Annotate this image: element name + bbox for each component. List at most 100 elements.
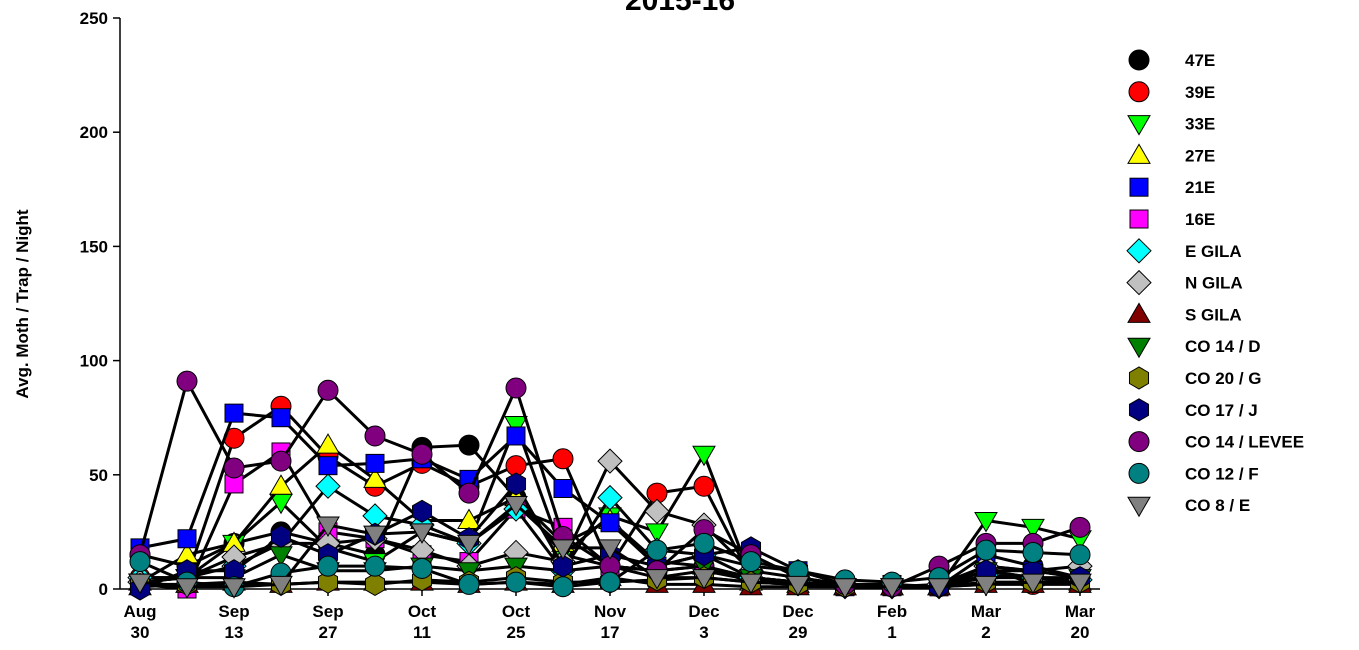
marker (645, 569, 669, 590)
marker (1127, 337, 1151, 359)
marker (316, 516, 340, 538)
marker (177, 529, 197, 549)
marker (552, 576, 574, 598)
marker (1021, 573, 1045, 595)
marker (317, 379, 339, 401)
marker (1021, 518, 1045, 540)
legend-label: 47E (1185, 51, 1215, 70)
legend-label: E GILA (1185, 242, 1242, 261)
marker (317, 570, 339, 594)
legend-label: 33E (1185, 115, 1215, 134)
marker (600, 513, 620, 533)
marker (552, 448, 574, 470)
marker (927, 578, 951, 599)
marker (365, 453, 385, 473)
marker (975, 539, 997, 561)
legend-label: S GILA (1185, 305, 1242, 324)
marker (271, 408, 291, 428)
x-tick-label: Nov 17 (594, 602, 627, 642)
marker (693, 532, 715, 554)
marker (223, 457, 245, 479)
marker (551, 539, 575, 560)
chart-title: 2015-16 (625, 0, 735, 17)
marker (222, 578, 246, 599)
legend-label: CO 14 / D (1185, 337, 1261, 356)
marker (1129, 209, 1149, 229)
marker (1127, 302, 1151, 323)
marker (224, 403, 244, 423)
marker (129, 551, 151, 573)
marker (1128, 366, 1150, 390)
y-tick-label: 50 (89, 466, 108, 485)
marker (740, 551, 762, 573)
marker (128, 573, 152, 595)
marker (364, 555, 386, 577)
marker (318, 456, 338, 476)
x-tick-label: Feb 1 (877, 602, 907, 642)
x-tick-label: Sep 27 (312, 602, 343, 642)
legend-label: 39E (1185, 83, 1215, 102)
marker (692, 569, 716, 590)
marker (880, 578, 904, 599)
marker (1068, 573, 1092, 595)
marker (692, 445, 716, 467)
x-tick-label: Sep 13 (218, 602, 249, 642)
marker (458, 573, 480, 595)
marker (270, 450, 292, 472)
x-tick-label: Oct 11 (408, 602, 437, 642)
marker (597, 448, 623, 474)
marker (364, 425, 386, 447)
marker (506, 426, 526, 446)
marker (1126, 238, 1152, 264)
x-tick-label: Dec 3 (688, 602, 719, 642)
legend-label: CO 17 / J (1185, 401, 1258, 420)
y-tick-label: 150 (80, 237, 108, 256)
marker (364, 572, 386, 597)
marker (505, 472, 527, 496)
marker (269, 474, 293, 495)
marker (597, 484, 623, 511)
marker (646, 539, 668, 561)
marker (1128, 462, 1150, 484)
marker (693, 475, 715, 497)
marker (1022, 541, 1044, 563)
marker (411, 557, 433, 579)
x-tick-label: Oct 25 (502, 602, 531, 642)
marker (175, 578, 199, 599)
marker (458, 482, 480, 504)
marker (1126, 269, 1152, 296)
marker (974, 511, 998, 533)
legend-label: 16E (1185, 210, 1215, 229)
x-tick-label: Dec 29 (782, 602, 813, 642)
y-tick-label: 250 (80, 9, 108, 28)
legend-label: CO 20 / G (1185, 369, 1262, 388)
marker (363, 467, 387, 488)
marker (1127, 496, 1151, 518)
marker (410, 523, 434, 544)
marker (269, 575, 293, 597)
marker (1069, 544, 1091, 566)
marker (1127, 143, 1151, 164)
x-tick-label: Aug 30 (123, 602, 156, 642)
marker (270, 524, 292, 549)
marker (1128, 431, 1150, 453)
marker (974, 575, 998, 597)
marker (1128, 398, 1150, 422)
marker (363, 525, 387, 547)
marker (1127, 115, 1151, 136)
marker (505, 377, 527, 399)
legend-label: CO 8 / E (1185, 496, 1250, 515)
marker (176, 370, 198, 392)
marker (504, 495, 528, 517)
marker (457, 534, 481, 556)
marker (786, 575, 810, 597)
y-tick-label: 200 (80, 123, 108, 142)
marker (1129, 177, 1149, 197)
marker (411, 443, 433, 465)
marker (504, 416, 528, 437)
marker (505, 571, 527, 593)
marker (458, 434, 480, 456)
marker (599, 571, 621, 593)
marker (1128, 49, 1150, 71)
